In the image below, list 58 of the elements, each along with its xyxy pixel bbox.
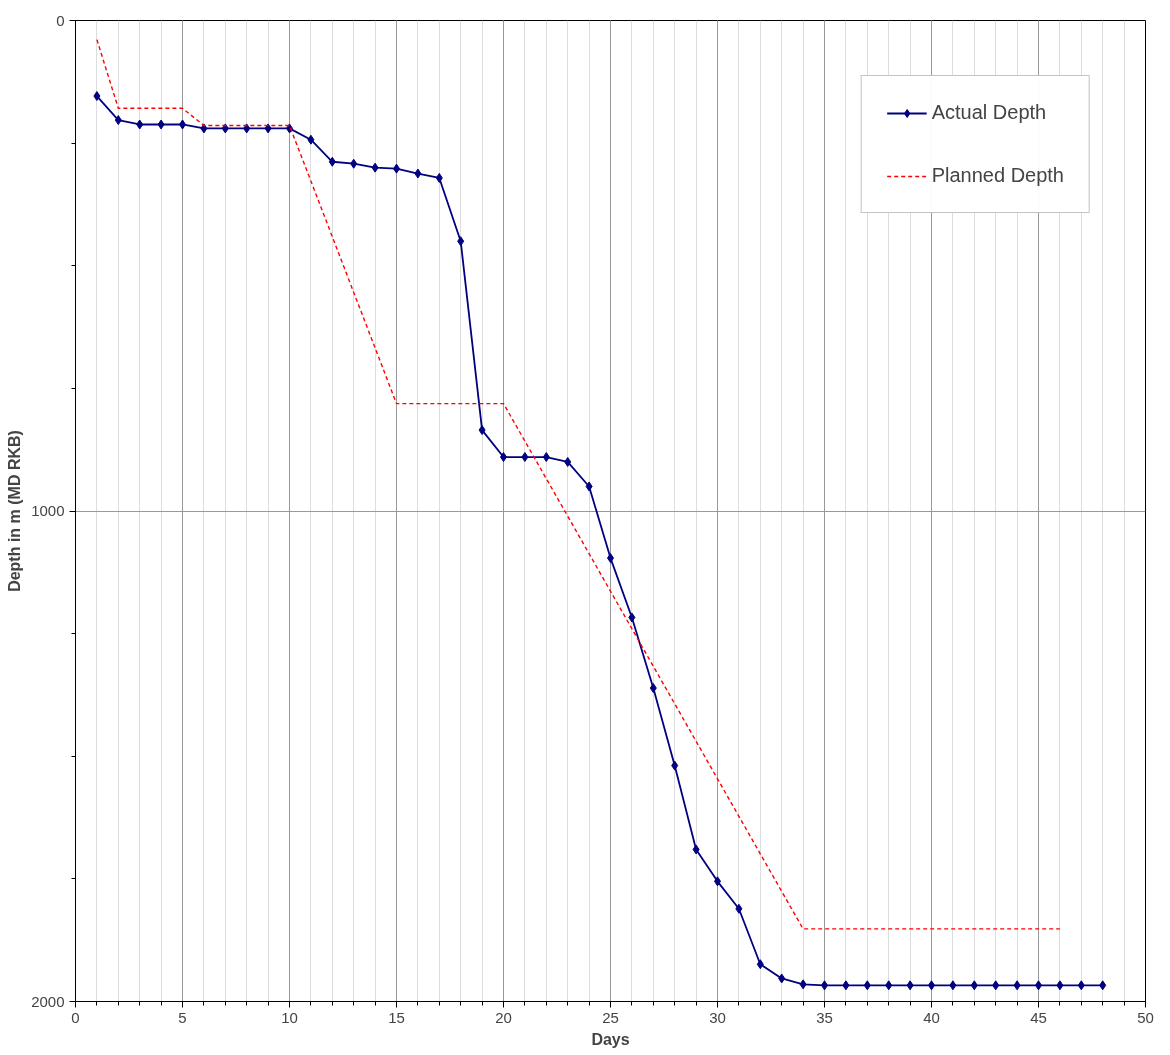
point xyxy=(671,760,679,771)
x-tick-label: 15 xyxy=(388,1008,405,1026)
point xyxy=(863,980,871,991)
point xyxy=(906,980,914,991)
x-tick-label: 25 xyxy=(602,1008,619,1026)
x-tick-label: 40 xyxy=(923,1008,940,1026)
point xyxy=(949,980,957,991)
point xyxy=(414,168,422,179)
legend-label: Planned Depth xyxy=(931,164,1064,187)
point xyxy=(692,844,700,855)
point xyxy=(200,123,208,134)
point xyxy=(328,156,336,167)
point xyxy=(542,452,550,463)
y-tick-label: 0 xyxy=(56,11,65,29)
point xyxy=(649,683,657,694)
x-tick-label: 30 xyxy=(709,1008,726,1026)
point xyxy=(992,980,1000,991)
point xyxy=(435,172,443,183)
legend-label: Actual Depth xyxy=(931,101,1047,124)
point xyxy=(1077,980,1085,991)
point xyxy=(136,119,144,130)
x-tick-label: 0 xyxy=(71,1008,80,1026)
point xyxy=(1099,980,1107,991)
y-axis-title: Depth in m (MD RKB) xyxy=(6,430,24,592)
point xyxy=(93,91,101,102)
x-tick-label: 5 xyxy=(178,1008,187,1026)
point xyxy=(842,980,850,991)
point xyxy=(478,425,486,436)
line-series xyxy=(96,38,1061,930)
x-axis-title: Days xyxy=(591,1030,630,1048)
x-tick-label: 10 xyxy=(281,1008,298,1026)
y-tick-label: 2000 xyxy=(31,992,65,1010)
x-tick-label: 20 xyxy=(495,1008,512,1026)
point xyxy=(350,158,358,169)
point xyxy=(799,979,807,990)
point xyxy=(307,134,315,145)
point xyxy=(521,452,529,463)
point xyxy=(628,612,636,623)
point xyxy=(735,903,743,914)
point xyxy=(243,123,251,134)
point xyxy=(970,980,978,991)
point xyxy=(371,162,379,173)
x-tick-label: 50 xyxy=(1137,1008,1154,1026)
point xyxy=(157,119,165,130)
x-tick-label: 45 xyxy=(1030,1008,1047,1026)
point xyxy=(564,456,572,467)
point xyxy=(585,481,593,492)
point xyxy=(1056,980,1064,991)
point xyxy=(778,973,786,984)
point xyxy=(221,123,229,134)
point xyxy=(756,959,764,970)
point xyxy=(1013,980,1021,991)
point xyxy=(885,980,893,991)
y-tick-label: 1000 xyxy=(31,502,65,519)
point xyxy=(114,115,122,126)
point xyxy=(264,123,272,134)
x-tick-label: 35 xyxy=(816,1008,833,1026)
point xyxy=(457,236,465,247)
